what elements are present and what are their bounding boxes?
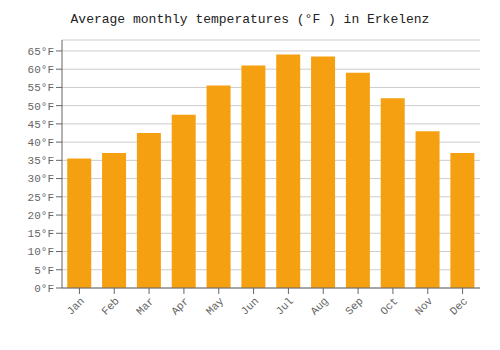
svg-text:30°F: 30°F [28, 173, 54, 185]
svg-text:0°F: 0°F [34, 283, 54, 295]
svg-text:50°F: 50°F [28, 101, 54, 113]
svg-text:Jul: Jul [274, 295, 296, 317]
svg-text:5°F: 5°F [34, 265, 54, 277]
svg-text:Oct: Oct [378, 295, 400, 317]
html-text:Average monthly temperatures (: Average monthly temperatures (°F ) in Er… [70, 12, 430, 27]
svg-text:55°F: 55°F [28, 82, 54, 94]
svg-text:Dec: Dec [448, 295, 470, 317]
svg-text:60°F: 60°F [28, 64, 54, 76]
svg-text:Jun: Jun [239, 295, 261, 317]
svg-text:40°F: 40°F [28, 137, 54, 149]
svg-text:10°F: 10°F [28, 246, 54, 258]
svg-text:65°F: 65°F [28, 46, 54, 58]
svg-text:35°F: 35°F [28, 155, 54, 167]
svg-text:20°F: 20°F [28, 210, 54, 222]
svg-text:May: May [204, 295, 227, 318]
svg-text:Aug: Aug [308, 295, 330, 317]
svg-text:Apr: Apr [169, 295, 191, 317]
svg-text:25°F: 25°F [28, 192, 54, 204]
svg-text:Mar: Mar [134, 295, 156, 317]
svg-text:Jan: Jan [65, 295, 87, 317]
svg-text:15°F: 15°F [28, 228, 54, 240]
svg-text:Nov: Nov [413, 295, 436, 318]
svg-text:45°F: 45°F [28, 119, 54, 131]
svg-text:Sep: Sep [343, 295, 365, 317]
svg-text:Feb: Feb [99, 295, 121, 317]
